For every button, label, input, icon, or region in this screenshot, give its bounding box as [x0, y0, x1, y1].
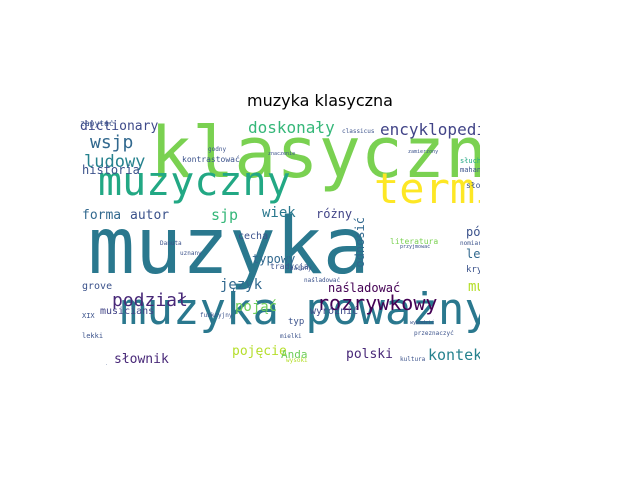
word-cloud-word: typ — [288, 317, 305, 327]
word-cloud-word: wiek — [262, 205, 296, 221]
word-cloud-word: naśladować — [328, 281, 401, 295]
word-cloud-word: dictionary — [80, 120, 159, 134]
word-cloud-word: Danuta — [160, 240, 182, 247]
word-cloud-word: godny — [208, 146, 227, 153]
word-cloud-word: leksykon — [466, 247, 480, 261]
word-cloud-word: polski — [346, 347, 393, 362]
word-cloud-word: musicians — [100, 306, 155, 317]
word-cloud-word: funkcyjny — [200, 312, 233, 319]
word-cloud-word: pojąć — [235, 299, 278, 315]
word-cloud-word: słownik — [114, 352, 169, 365]
word-cloud-word: historia — [82, 163, 140, 177]
word-cloud-word: termin — [374, 164, 480, 213]
word-cloud-word: klasyczny — [150, 120, 480, 194]
word-cloud-word: późno — [466, 225, 480, 239]
word-cloud-word: XIX — [82, 312, 95, 320]
word-cloud-word: encyklopedia — [380, 120, 480, 139]
word-cloud-word: mahanie — [460, 166, 480, 174]
word-cloud-word: słuchać — [460, 157, 480, 165]
chart-title: muzyka klasyczna — [247, 91, 393, 110]
word-cloud-word: classicus — [342, 128, 375, 135]
word-cloud-word: wywodzić — [410, 320, 435, 326]
word-cloud-word: wsjp — [90, 132, 134, 153]
word-cloud-word: tradycja — [270, 262, 309, 271]
word-cloud-word: przyjmować — [400, 244, 431, 250]
word-cloud-word: przeznaczyć — [414, 330, 454, 337]
word-cloud-word: muzyczny — [98, 159, 291, 205]
word-cloud-word: lekki — [82, 332, 104, 340]
word-cloud-word: autor — [130, 208, 170, 223]
word-cloud-word: wyróżnić — [310, 306, 359, 317]
word-cloud-word: grove — [82, 281, 113, 292]
word-cloud-word: kultura — [400, 356, 426, 363]
word-cloud-word: kryterium — [466, 265, 480, 275]
word-cloud-word: forma — [82, 208, 122, 223]
word-cloud-word: Anda — [281, 348, 308, 361]
word-cloud-word: język — [220, 277, 263, 293]
word-cloud-word: wysoki — [286, 357, 308, 364]
word-cloud-word: znaczenie — [268, 151, 296, 157]
word-cloud: muzyka klasycznymuzyczny muzyka poważny ter… — [80, 120, 480, 365]
word-cloud-word: odnosić — [353, 217, 367, 268]
word-cloud-word: słownikowy — [466, 181, 480, 190]
word-cloud-word: uznany — [180, 250, 202, 257]
word-cloud-word: muzyka poważny — [120, 284, 480, 335]
word-cloud-word: nomiarywać — [460, 240, 480, 247]
word-cloud-word: music — [468, 279, 480, 295]
word-cloud-word: mielki — [280, 333, 302, 340]
word-cloud-word: doskonały — [248, 120, 335, 137]
word-cloud-word: podział — [112, 290, 188, 311]
word-cloud-word: cecha — [238, 231, 269, 242]
word-cloud-word: kontrastować — [182, 155, 240, 164]
word-cloud-word: naśladować — [304, 277, 341, 284]
word-cloud-word: kontekst — [428, 346, 480, 364]
word-cloud-word: różny — [316, 207, 353, 221]
word-cloud-word: sjp — [211, 206, 239, 224]
word-cloud-word: zapytać — [80, 120, 114, 128]
word-cloud-word: muzyka — [88, 202, 370, 292]
word-cloud-word: pojęcie — [232, 344, 287, 359]
word-cloud-word: nadany — [290, 265, 312, 272]
word-cloud-word: rozrywkowy — [317, 291, 438, 315]
word-cloud-word: ludowy — [84, 152, 146, 172]
word-cloud-word: literatura — [390, 237, 439, 246]
word-cloud-word: typowy — [252, 252, 296, 266]
word-cloud-word: zamierzony — [408, 149, 439, 155]
